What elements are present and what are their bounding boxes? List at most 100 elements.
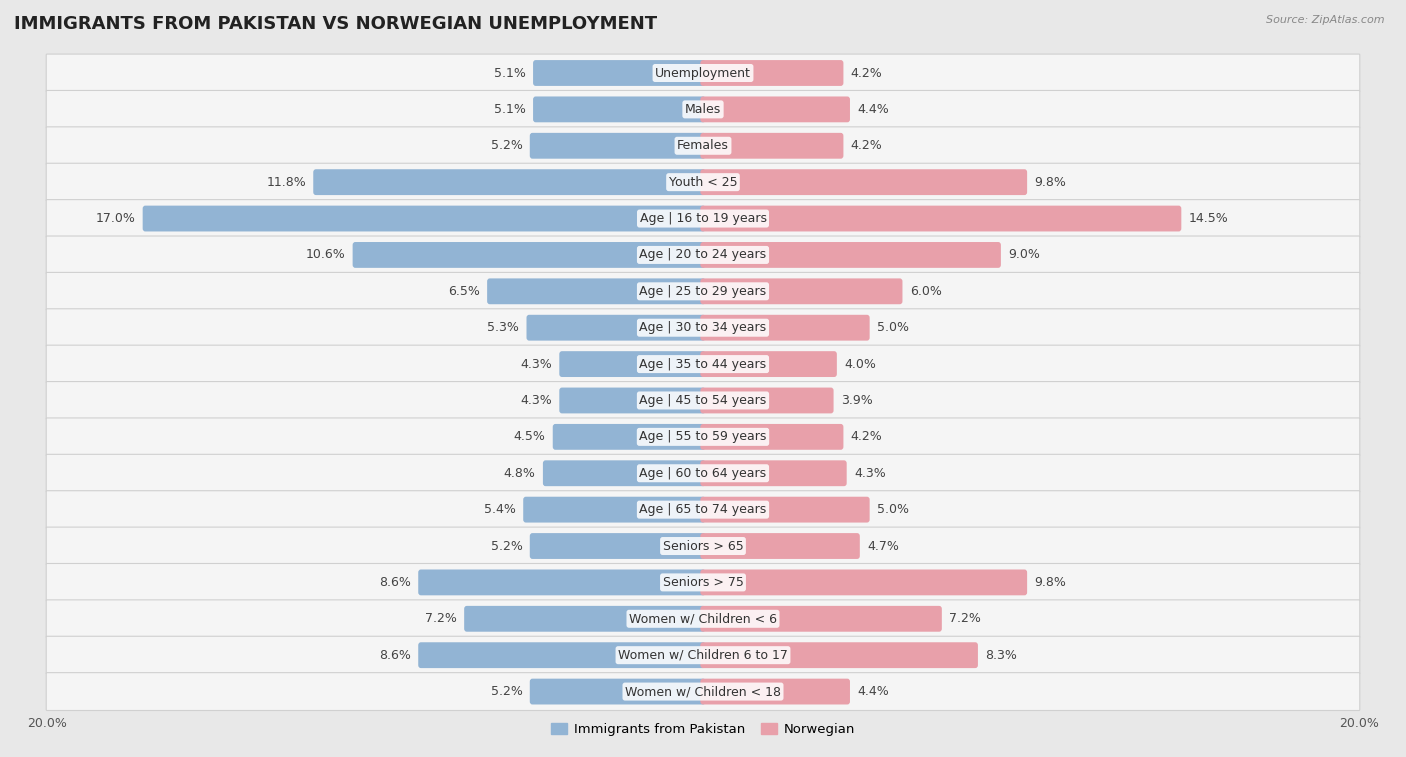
FancyBboxPatch shape <box>46 309 1360 347</box>
Text: Seniors > 75: Seniors > 75 <box>662 576 744 589</box>
Text: Unemployment: Unemployment <box>655 67 751 79</box>
Text: 4.0%: 4.0% <box>844 357 876 371</box>
FancyBboxPatch shape <box>314 170 706 195</box>
Text: 5.2%: 5.2% <box>491 685 523 698</box>
Text: 14.5%: 14.5% <box>1188 212 1229 225</box>
Text: 4.2%: 4.2% <box>851 139 883 152</box>
FancyBboxPatch shape <box>46 527 1360 565</box>
Text: Women w/ Children 6 to 17: Women w/ Children 6 to 17 <box>619 649 787 662</box>
FancyBboxPatch shape <box>700 315 870 341</box>
Text: 4.2%: 4.2% <box>851 67 883 79</box>
Text: 5.2%: 5.2% <box>491 540 523 553</box>
Text: 4.4%: 4.4% <box>858 103 889 116</box>
Text: 6.5%: 6.5% <box>449 285 479 298</box>
FancyBboxPatch shape <box>533 96 706 123</box>
FancyBboxPatch shape <box>46 200 1360 238</box>
FancyBboxPatch shape <box>46 164 1360 201</box>
Text: 4.4%: 4.4% <box>858 685 889 698</box>
FancyBboxPatch shape <box>353 242 706 268</box>
FancyBboxPatch shape <box>46 127 1360 165</box>
Text: 9.8%: 9.8% <box>1035 176 1066 188</box>
Text: Age | 20 to 24 years: Age | 20 to 24 years <box>640 248 766 261</box>
FancyBboxPatch shape <box>700 424 844 450</box>
Text: 8.6%: 8.6% <box>380 576 411 589</box>
Text: Age | 25 to 29 years: Age | 25 to 29 years <box>640 285 766 298</box>
FancyBboxPatch shape <box>560 388 706 413</box>
FancyBboxPatch shape <box>530 533 706 559</box>
Text: 5.3%: 5.3% <box>488 321 519 334</box>
Text: Age | 55 to 59 years: Age | 55 to 59 years <box>640 431 766 444</box>
FancyBboxPatch shape <box>533 60 706 86</box>
FancyBboxPatch shape <box>700 170 1028 195</box>
Text: Age | 45 to 54 years: Age | 45 to 54 years <box>640 394 766 407</box>
FancyBboxPatch shape <box>46 454 1360 492</box>
Text: Age | 60 to 64 years: Age | 60 to 64 years <box>640 467 766 480</box>
Text: 3.9%: 3.9% <box>841 394 873 407</box>
FancyBboxPatch shape <box>46 637 1360 674</box>
FancyBboxPatch shape <box>46 418 1360 456</box>
FancyBboxPatch shape <box>700 96 851 123</box>
Text: Youth < 25: Youth < 25 <box>669 176 737 188</box>
Text: Seniors > 65: Seniors > 65 <box>662 540 744 553</box>
FancyBboxPatch shape <box>700 679 851 705</box>
Text: 4.2%: 4.2% <box>851 431 883 444</box>
FancyBboxPatch shape <box>700 642 979 668</box>
Text: Age | 16 to 19 years: Age | 16 to 19 years <box>640 212 766 225</box>
FancyBboxPatch shape <box>700 133 844 159</box>
FancyBboxPatch shape <box>530 679 706 705</box>
Legend: Immigrants from Pakistan, Norwegian: Immigrants from Pakistan, Norwegian <box>546 717 860 741</box>
FancyBboxPatch shape <box>700 533 860 559</box>
FancyBboxPatch shape <box>46 673 1360 711</box>
FancyBboxPatch shape <box>560 351 706 377</box>
FancyBboxPatch shape <box>46 54 1360 92</box>
FancyBboxPatch shape <box>46 563 1360 601</box>
Text: Age | 65 to 74 years: Age | 65 to 74 years <box>640 503 766 516</box>
Text: 6.0%: 6.0% <box>910 285 942 298</box>
FancyBboxPatch shape <box>46 236 1360 274</box>
Text: 4.3%: 4.3% <box>853 467 886 480</box>
Text: Males: Males <box>685 103 721 116</box>
FancyBboxPatch shape <box>142 206 706 232</box>
FancyBboxPatch shape <box>700 60 844 86</box>
FancyBboxPatch shape <box>700 206 1181 232</box>
Text: 5.0%: 5.0% <box>877 321 908 334</box>
FancyBboxPatch shape <box>464 606 706 631</box>
Text: 4.3%: 4.3% <box>520 357 553 371</box>
FancyBboxPatch shape <box>46 91 1360 128</box>
FancyBboxPatch shape <box>700 351 837 377</box>
Text: 4.8%: 4.8% <box>503 467 536 480</box>
Text: Age | 35 to 44 years: Age | 35 to 44 years <box>640 357 766 371</box>
Text: 5.2%: 5.2% <box>491 139 523 152</box>
FancyBboxPatch shape <box>700 606 942 631</box>
Text: Women w/ Children < 6: Women w/ Children < 6 <box>628 612 778 625</box>
FancyBboxPatch shape <box>700 279 903 304</box>
FancyBboxPatch shape <box>46 382 1360 419</box>
Text: IMMIGRANTS FROM PAKISTAN VS NORWEGIAN UNEMPLOYMENT: IMMIGRANTS FROM PAKISTAN VS NORWEGIAN UN… <box>14 15 657 33</box>
FancyBboxPatch shape <box>46 273 1360 310</box>
FancyBboxPatch shape <box>700 388 834 413</box>
Text: 17.0%: 17.0% <box>96 212 135 225</box>
Text: 11.8%: 11.8% <box>266 176 307 188</box>
Text: 7.2%: 7.2% <box>425 612 457 625</box>
Text: 5.1%: 5.1% <box>494 103 526 116</box>
Text: 5.0%: 5.0% <box>877 503 908 516</box>
Text: Source: ZipAtlas.com: Source: ZipAtlas.com <box>1267 15 1385 25</box>
FancyBboxPatch shape <box>46 491 1360 528</box>
FancyBboxPatch shape <box>418 642 706 668</box>
FancyBboxPatch shape <box>526 315 706 341</box>
FancyBboxPatch shape <box>486 279 706 304</box>
Text: 4.5%: 4.5% <box>513 431 546 444</box>
FancyBboxPatch shape <box>700 497 870 522</box>
Text: 9.0%: 9.0% <box>1008 248 1040 261</box>
Text: Women w/ Children < 18: Women w/ Children < 18 <box>626 685 780 698</box>
FancyBboxPatch shape <box>553 424 706 450</box>
FancyBboxPatch shape <box>418 569 706 595</box>
FancyBboxPatch shape <box>46 600 1360 637</box>
FancyBboxPatch shape <box>46 345 1360 383</box>
Text: 9.8%: 9.8% <box>1035 576 1066 589</box>
FancyBboxPatch shape <box>700 242 1001 268</box>
FancyBboxPatch shape <box>700 460 846 486</box>
Text: 4.7%: 4.7% <box>868 540 898 553</box>
Text: 7.2%: 7.2% <box>949 612 981 625</box>
FancyBboxPatch shape <box>700 569 1028 595</box>
